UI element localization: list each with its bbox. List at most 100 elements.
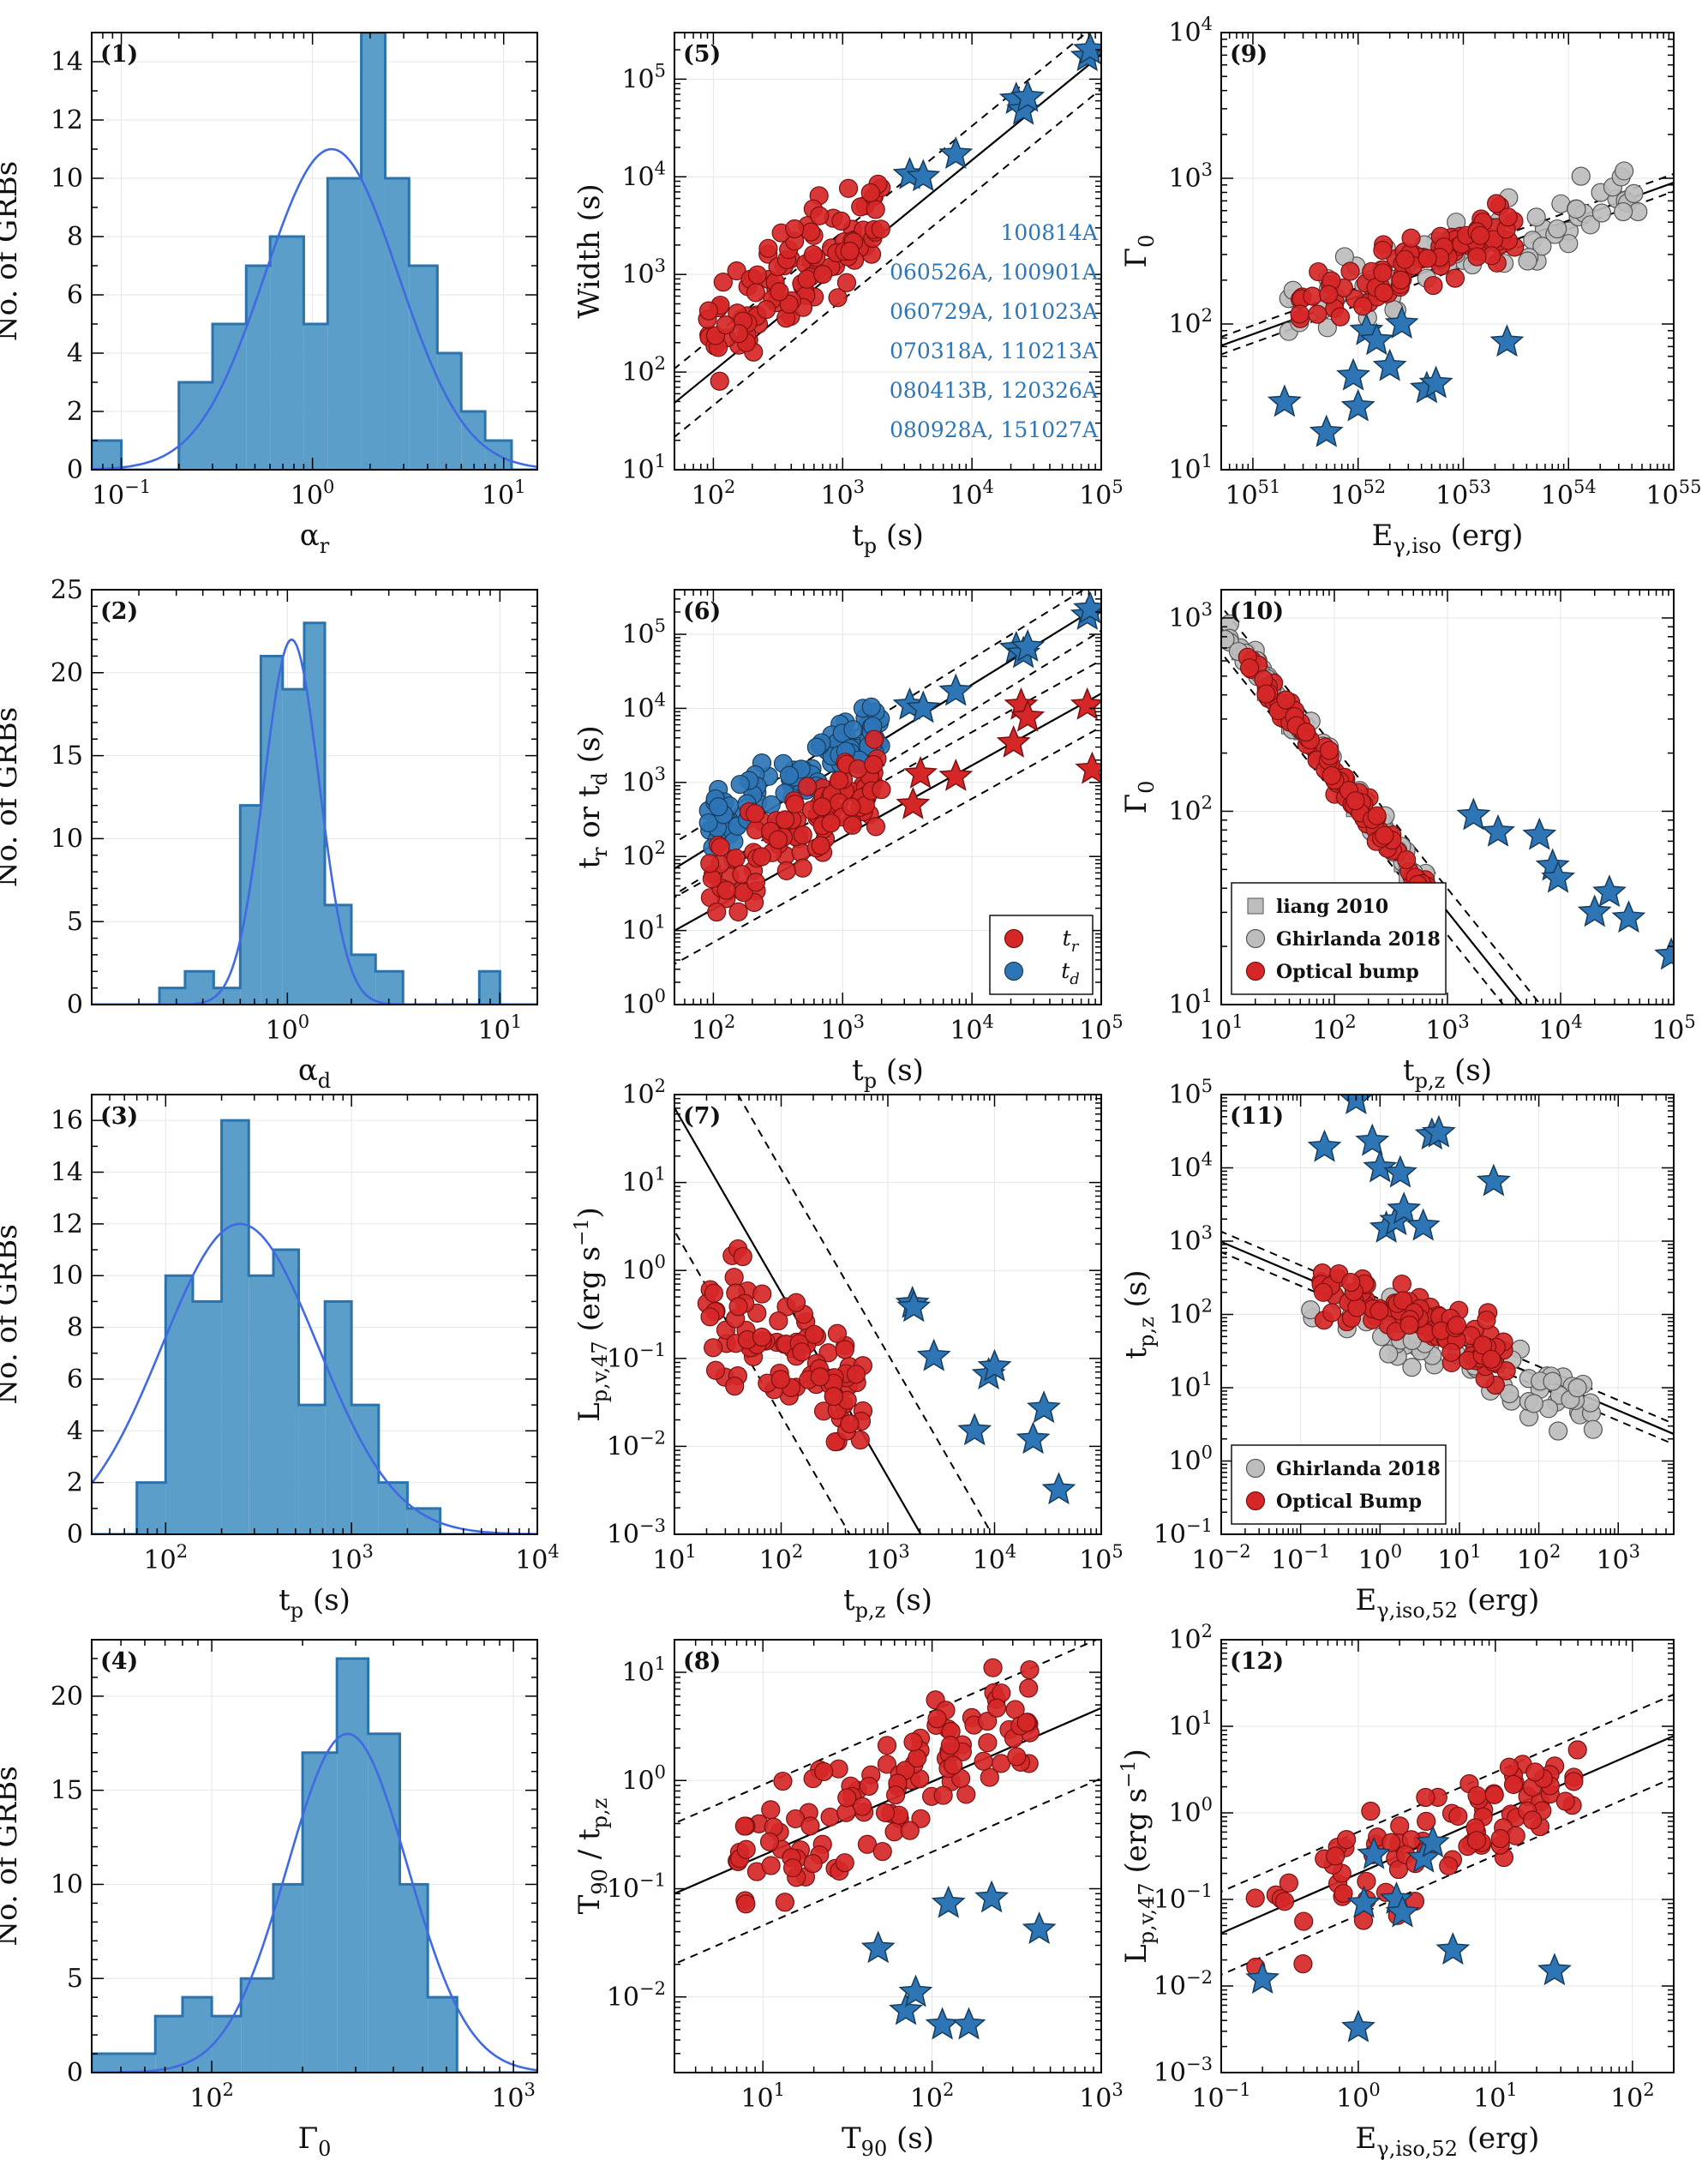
histogram-bar xyxy=(159,987,185,1005)
x-axis-label: tp (s) xyxy=(852,519,924,558)
plot-area xyxy=(92,621,537,1005)
point-marker xyxy=(1500,1383,1519,1404)
best-fit-line xyxy=(674,692,1101,933)
x-tick-label: 1051 xyxy=(1225,477,1280,511)
legend-marker xyxy=(1245,928,1266,949)
point-marker xyxy=(1555,1791,1575,1811)
point-marker xyxy=(866,817,886,837)
point-marker xyxy=(1526,207,1546,227)
point-marker xyxy=(1314,1282,1333,1302)
point-marker xyxy=(1345,791,1365,811)
y-tick-label: 10 xyxy=(51,1261,83,1291)
point-marker xyxy=(1367,806,1387,825)
panel-label: (9) xyxy=(1230,41,1268,68)
y-tick-label: 103 xyxy=(621,764,666,798)
point-marker xyxy=(903,1732,923,1752)
upper-bound-line xyxy=(674,33,1088,370)
x-axis-label: tp (s) xyxy=(279,1583,351,1623)
point-marker xyxy=(1019,1678,1039,1698)
panel-label: (3) xyxy=(100,1103,138,1130)
legend-box xyxy=(1231,882,1447,995)
point-marker xyxy=(846,1365,866,1384)
point-marker xyxy=(814,1761,834,1781)
histogram-bar xyxy=(192,1301,222,1534)
point-marker xyxy=(820,1807,840,1827)
x-axis-label: Γ0 xyxy=(298,2121,332,2160)
histogram-bar xyxy=(212,324,247,470)
y-tick-label: 104 xyxy=(1168,14,1213,48)
point-marker xyxy=(872,1841,892,1862)
point-marker xyxy=(761,1800,781,1820)
histogram-bar xyxy=(303,622,326,1005)
star-marker xyxy=(1418,365,1453,399)
x-tick-label: 103 xyxy=(820,477,865,511)
y-tick-label: 100 xyxy=(621,986,666,1020)
x-tick-label: 101 xyxy=(478,1011,523,1046)
point-marker xyxy=(944,1755,963,1775)
histogram-bar xyxy=(178,382,213,470)
x-axis-label: tp,z (s) xyxy=(843,1583,932,1623)
point-marker xyxy=(877,1755,897,1774)
point-marker xyxy=(859,1776,878,1797)
plot-area xyxy=(674,1095,1076,1534)
histogram xyxy=(92,1119,537,1534)
point-marker xyxy=(850,1430,870,1450)
point-marker xyxy=(1524,1394,1543,1413)
upper-bound-line xyxy=(674,659,1101,899)
x-tick-label: 102 xyxy=(759,1541,804,1575)
y-ticks xyxy=(674,1094,1101,1535)
histogram-bar xyxy=(361,33,386,470)
point-marker xyxy=(1330,307,1351,327)
y-tick-label: 10 xyxy=(51,824,83,854)
y-tick-label: 100 xyxy=(621,1251,666,1286)
point-marker xyxy=(773,1771,793,1791)
point-marker xyxy=(1239,658,1260,678)
point-marker xyxy=(793,825,812,845)
x-tick-label: 101 xyxy=(1437,1541,1482,1575)
point-marker xyxy=(734,1816,754,1836)
star-marker xyxy=(896,1289,932,1323)
panel-label: (8) xyxy=(683,1648,721,1675)
y-tick-label: 103 xyxy=(621,255,666,290)
histogram xyxy=(92,621,537,1005)
x-tick-label: 104 xyxy=(973,1541,1017,1575)
histogram-bar xyxy=(437,353,462,470)
lower-bound-line xyxy=(674,629,1101,896)
y-tick-label: 0 xyxy=(67,2058,83,2088)
x-tick-label: 101 xyxy=(740,2079,785,2114)
point-marker xyxy=(1373,263,1393,283)
point-marker xyxy=(1567,1378,1587,1398)
point-marker xyxy=(861,697,881,717)
x-tick-label: 100 xyxy=(291,477,335,511)
histogram-bar xyxy=(213,987,241,1005)
point-marker xyxy=(786,1293,806,1312)
x-tick-label: 100 xyxy=(1336,2079,1381,2114)
point-marker xyxy=(1340,261,1360,281)
histogram-outline xyxy=(92,1119,537,1534)
y-tick-label: 105 xyxy=(1168,1076,1213,1110)
legend-label: Ghirlanda 2018 xyxy=(1276,928,1441,951)
point-marker xyxy=(871,219,890,239)
legend-marker xyxy=(1004,928,1024,949)
histogram-bar xyxy=(399,1884,428,2073)
panel-8: 101 102 103 10−2 10−1 100 101 (8) T90 (s) T90 / t… xyxy=(572,1639,1124,2160)
point-marker xyxy=(1447,1316,1466,1335)
y-tick-label: 103 xyxy=(1168,1222,1213,1257)
y-ticks xyxy=(92,589,537,1005)
star-marker xyxy=(931,1885,966,1918)
plot-area xyxy=(674,1640,1101,2040)
point-marker xyxy=(726,849,746,868)
legend-label: Ghirlanda 2018 xyxy=(1276,1458,1441,1480)
y-tick-label: 104 xyxy=(621,158,666,192)
x-tick-label: 102 xyxy=(1610,2079,1655,2114)
panel-label: (5) xyxy=(683,41,721,68)
point-marker xyxy=(775,1893,794,1912)
y-axis-label: No. of GRBs xyxy=(0,707,24,887)
upper-bound-line xyxy=(1221,1693,1674,1893)
legend-label: liang 2010 xyxy=(1276,896,1388,918)
plot-frame xyxy=(674,589,1102,1005)
y-tick-label: 25 xyxy=(51,575,83,605)
y-axis-label: Lp,v,47 (erg s−1) xyxy=(1118,1749,1159,1964)
point-marker xyxy=(770,1370,790,1389)
y-axis-label: No. of GRBs xyxy=(0,1224,24,1404)
